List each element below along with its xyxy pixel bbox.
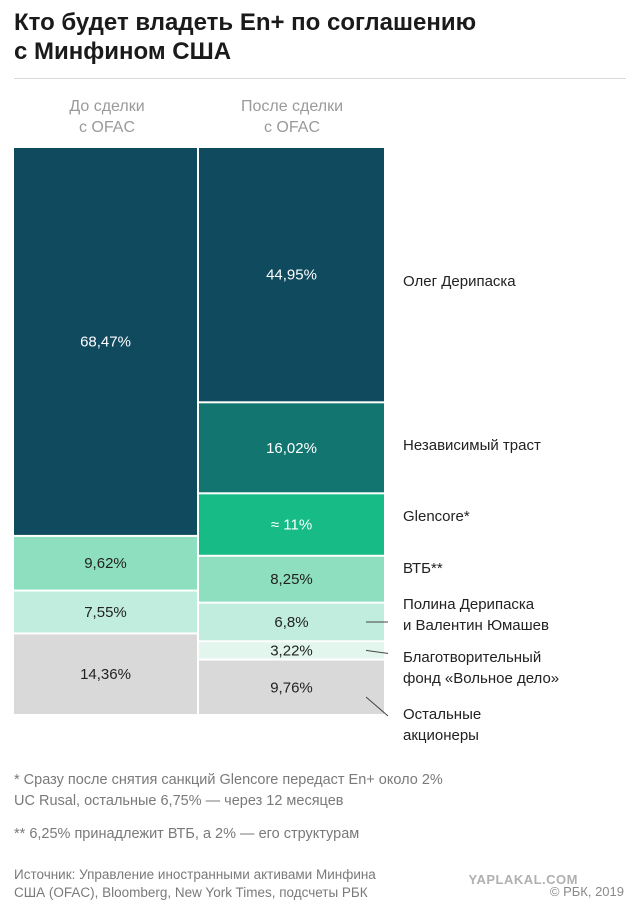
data-label-after-4: 6,8% (274, 614, 308, 631)
title-line-2: с Минфином США (14, 38, 232, 65)
source-note: Источник: Управление иностранными актива… (14, 866, 484, 902)
data-label-after-1: 16,02% (266, 440, 317, 457)
legend-label-5-0: Благотворительный (403, 649, 541, 666)
legend-label-3-0: ВТБ** (403, 560, 443, 577)
legend-label-5-1: фонд «Вольное дело» (403, 670, 559, 687)
title-divider (14, 78, 626, 79)
data-label-after-5: 3,22% (270, 642, 313, 659)
column-header-after: После сделки с OFAC (199, 96, 385, 138)
watermark: YAPLAKAL.COM (468, 872, 578, 887)
bar-segment-after-5 (199, 642, 384, 659)
stacked-bar-chart: 68,47% 9,62% 7,55% 14,36% 44,95% 16,02% ≈ 11% 8… (14, 148, 559, 744)
bar-segment-after-3 (199, 556, 384, 602)
data-label-after-0: 44,95% (266, 267, 317, 284)
legend-label-2-0: Glencore* (403, 508, 470, 525)
column-header-after-line-1: После сделки (240, 98, 344, 115)
legend-label-4-0: Полина Дерипаска (403, 596, 535, 613)
data-label-after-3: 8,25% (270, 571, 313, 588)
column-header-before-line-1: До сделки (69, 98, 145, 115)
legend-label-1-0: Независимый траст (403, 437, 541, 454)
bar-segment-after-0 (199, 148, 384, 402)
footnote-glencore-line-2: UC Rusal, остальные 6,75% — через 12 мес… (14, 793, 344, 809)
data-label-before-4: 7,55% (84, 604, 127, 621)
chart-title: Кто будет владеть En+ по соглашению с Ми… (14, 8, 614, 66)
footnote-vtb: ** 6,25% принадлежит ВТБ, а 2% — его стр… (14, 826, 360, 842)
footnote-glencore-line-1: * Сразу после снятия санкций Glencore пе… (14, 772, 443, 788)
source-note-line-2: США (OFAC), Bloomberg, New York Times, п… (14, 885, 368, 900)
leader-line-others (365, 696, 389, 717)
legend-label-6-1: акционеры (403, 727, 479, 744)
leader-line-fund (365, 649, 389, 654)
data-label-before-6: 14,36% (80, 666, 131, 683)
data-label-after-2: ≈ 11% (271, 517, 312, 534)
data-label-before-0: 68,47% (80, 333, 131, 350)
title-line-1: Кто будет владеть En+ по соглашению (14, 9, 477, 36)
bar-segment-before-6 (14, 634, 197, 714)
data-label-before-3: 9,62% (84, 555, 127, 572)
bar-segment-after-6 (199, 660, 384, 714)
legend-label-0-0: Олег Дерипаска (403, 273, 516, 290)
column-header-before-line-2: с OFAC (78, 119, 135, 136)
copyright: © РБК, 2019 (549, 884, 624, 899)
footnote-glencore: * Сразу после снятия санкций Glencore пе… (14, 770, 614, 812)
legend-label-4-1: и Валентин Юмашев (403, 617, 549, 634)
bar-segment-after-4 (199, 603, 384, 641)
column-header-after-line-2: с OFAC (263, 119, 320, 136)
source-note-line-1: Источник: Управление иностранными актива… (14, 867, 376, 882)
bar-segment-before-4 (14, 591, 197, 633)
bar-segment-before-0 (14, 148, 197, 535)
bar-segment-after-2 (199, 494, 384, 555)
bar-segment-after-1 (199, 403, 384, 493)
column-header-before: До сделки с OFAC (14, 96, 200, 138)
legend-label-6-0: Остальные (403, 706, 481, 723)
bar-segment-before-3 (14, 536, 197, 590)
data-label-after-6: 9,76% (270, 679, 313, 696)
